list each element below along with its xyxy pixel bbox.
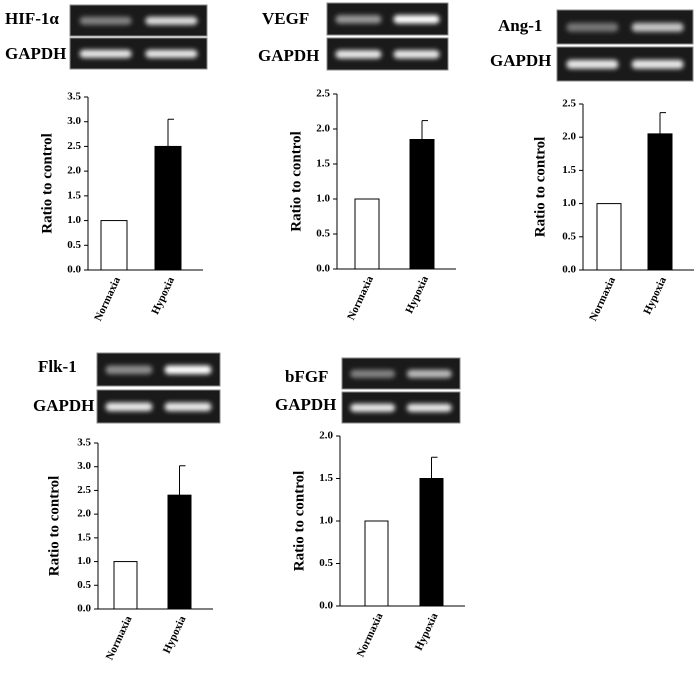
y-tick-label: 1.0: [77, 555, 91, 567]
y-tick-label: 0.5: [77, 579, 91, 591]
bar: [647, 133, 673, 271]
y-tick-label: 1.5: [319, 472, 333, 484]
y-tick-label: 3.0: [77, 460, 91, 472]
control-label: GAPDH: [275, 395, 336, 414]
gel-band: [393, 50, 440, 59]
bar: [419, 478, 444, 607]
control-label: GAPDH: [258, 46, 319, 65]
y-tick-label: 1.5: [77, 531, 91, 543]
x-tick-label: Hypoxia: [403, 274, 431, 316]
gel-band: [406, 369, 452, 378]
y-tick-label: 1.5: [562, 164, 576, 176]
gene-label: bFGF: [285, 367, 328, 386]
gel-band: [350, 403, 396, 412]
bar: [354, 198, 380, 270]
gel-band: [79, 16, 132, 25]
y-tick-label: 0.0: [562, 264, 576, 276]
y-tick-label: 2.5: [562, 98, 576, 110]
y-tick-label: 2.0: [319, 430, 333, 442]
y-axis-label: Ratio to control: [46, 476, 62, 577]
y-tick-label: 2.5: [77, 484, 91, 496]
gene-label: Flk-1: [38, 357, 77, 376]
y-tick-label: 0.0: [319, 600, 333, 612]
gel-band: [145, 49, 198, 58]
bar: [364, 520, 389, 607]
control-label: GAPDH: [5, 44, 66, 63]
y-tick-label: 1.0: [319, 515, 333, 527]
gel-band: [406, 403, 452, 412]
x-tick-label: Normaxia: [345, 274, 376, 322]
y-tick-label: 0.0: [316, 263, 330, 275]
bar: [100, 220, 128, 271]
bar: [113, 561, 138, 610]
gel-band: [631, 22, 684, 32]
gel-band: [335, 50, 382, 59]
gel-band: [335, 15, 382, 24]
x-tick-label: Hypoxia: [413, 611, 441, 653]
gel-band: [105, 365, 153, 375]
y-tick-label: 2.0: [77, 508, 91, 520]
y-tick-label: 1.0: [562, 197, 576, 209]
x-tick-label: Normaxia: [104, 614, 135, 662]
x-tick-label: Normaxia: [355, 611, 386, 659]
y-tick-label: 3.0: [67, 115, 81, 127]
y-tick-label: 2.0: [67, 165, 81, 177]
y-tick-label: 0.5: [316, 228, 330, 240]
bar: [154, 145, 182, 271]
y-axis-label: Ratio to control: [39, 133, 55, 234]
y-axis-label: Ratio to control: [288, 131, 304, 232]
gene-label: HIF-1α: [5, 9, 59, 28]
y-axis-label: Ratio to control: [532, 137, 548, 238]
gel-band: [393, 15, 440, 24]
gel-band: [164, 365, 212, 375]
y-axis-label: Ratio to control: [291, 471, 307, 572]
y-tick-label: 2.5: [67, 140, 81, 152]
bar: [167, 494, 192, 610]
gel-band: [79, 49, 132, 58]
gel-band: [164, 402, 212, 412]
x-tick-label: Hypoxia: [161, 614, 189, 656]
y-tick-label: 2.5: [316, 88, 330, 100]
gene-label: Ang-1: [498, 16, 542, 35]
y-tick-label: 0.5: [319, 557, 333, 569]
control-label: GAPDH: [33, 396, 94, 415]
gel-band: [350, 369, 396, 378]
bar: [596, 203, 622, 271]
y-tick-label: 2.0: [316, 123, 330, 135]
x-tick-label: Normaxia: [587, 275, 618, 323]
y-tick-label: 0.0: [67, 264, 81, 276]
y-tick-label: 0.5: [562, 230, 576, 242]
x-tick-label: Hypoxia: [149, 275, 177, 317]
y-tick-label: 1.0: [316, 193, 330, 205]
y-tick-label: 3.5: [77, 437, 91, 449]
gel-band: [566, 59, 619, 69]
y-tick-label: 2.0: [562, 131, 576, 143]
y-tick-label: 0.0: [77, 603, 91, 615]
gel-band: [631, 59, 684, 69]
gel-band: [145, 16, 198, 25]
bar: [409, 139, 435, 270]
y-tick-label: 0.5: [67, 239, 81, 251]
x-tick-label: Hypoxia: [641, 275, 669, 317]
gel-band: [566, 22, 619, 32]
y-tick-label: 1.0: [67, 214, 81, 226]
y-tick-label: 3.5: [67, 91, 81, 103]
y-tick-label: 1.5: [316, 158, 330, 170]
gene-label: VEGF: [262, 9, 309, 28]
x-tick-label: Normaxia: [92, 275, 123, 323]
gel-band: [105, 402, 153, 412]
y-tick-label: 1.5: [67, 189, 81, 201]
control-label: GAPDH: [490, 51, 551, 70]
